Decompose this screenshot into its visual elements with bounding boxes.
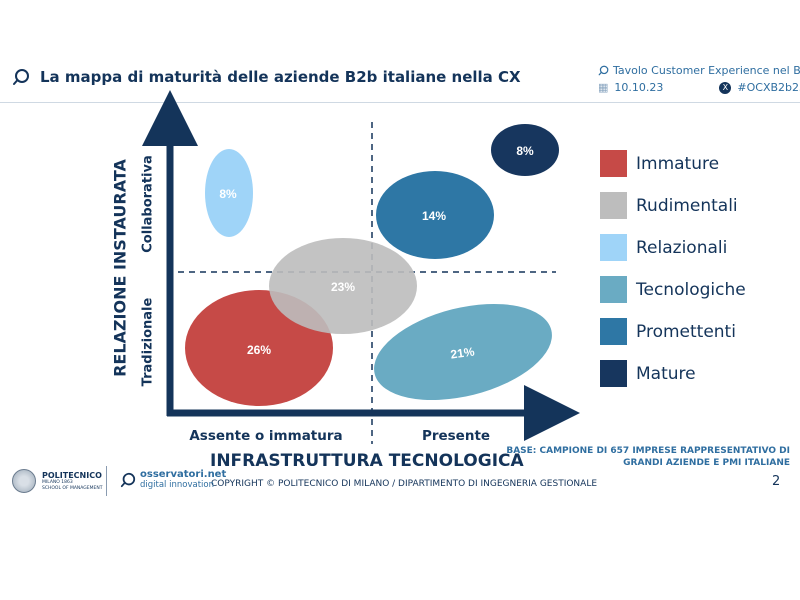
legend-label: Tecnologiche [636, 279, 746, 300]
speech-bubble-icon [13, 69, 29, 85]
cluster-mature [491, 124, 559, 176]
x-category-assente: Assente o immatura [189, 428, 343, 444]
politecnico-sub2: SCHOOL OF MANAGEMENT [42, 485, 103, 491]
event-name: Tavolo Customer Experience nel B2b [613, 64, 800, 77]
cluster-label-mature: 8% [516, 144, 534, 158]
politecnico-name: POLITECNICO [42, 470, 102, 480]
sample-note: BASE: CAMPIONE DI 657 IMPRESE RAPPRESENT… [506, 446, 790, 468]
politecnico-sub1: MILANO 1863 [42, 479, 73, 485]
x-logo-icon: X [719, 81, 732, 94]
legend-swatch [600, 234, 627, 261]
cluster-promettenti [376, 171, 494, 259]
cluster-label-promettenti: 14% [422, 209, 446, 223]
legend-label: Mature [636, 363, 696, 384]
legend: Immature Rudimentali Relazionali Tecnolo… [600, 150, 746, 402]
cluster-relazionali [205, 149, 253, 237]
cluster-label-rudimentali: 23% [331, 280, 355, 294]
cluster-rudimentali [269, 238, 417, 334]
speech-bubble-icon [120, 472, 136, 488]
legend-item-relazionali: Relazionali [600, 234, 746, 261]
legend-swatch [600, 276, 627, 303]
cluster-label-relazionali: 8% [219, 187, 237, 201]
x-axis-title: INFRASTRUTTURA TECNOLOGICA [210, 451, 524, 471]
legend-swatch [600, 318, 627, 345]
legend-label: Immature [636, 153, 720, 174]
y-axis-title: RELAZIONE INSTAURATA [110, 159, 130, 377]
politecnico-logo: POLITECNICO MILANO 1863 SCHOOL OF MANAGE… [12, 469, 102, 493]
legend-swatch [600, 192, 627, 219]
politecnico-seal-icon [12, 469, 36, 493]
legend-item-rudimentali: Rudimentali [600, 192, 746, 219]
event-hashtag: #OCXB2b23 [737, 81, 800, 94]
legend-item-tecnologiche: Tecnologiche [600, 276, 746, 303]
calendar-icon: ▦ [598, 81, 609, 94]
cluster-tecnologiche [374, 303, 552, 401]
y-category-collaborativa: Collaborativa [140, 155, 156, 253]
page-header: La mappa di maturità delle aziende B2b i… [12, 68, 521, 86]
osservatori-logo: osservatori.net digital innovation [120, 470, 226, 490]
legend-item-promettenti: Promettenti [600, 318, 746, 345]
copyright: COPYRIGHT © POLITECNICO DI MILANO / DIPA… [211, 479, 598, 489]
legend-label: Promettenti [636, 321, 736, 342]
osservatori-line2: digital innovation [140, 480, 214, 490]
speech-bubble-icon [598, 65, 609, 76]
legend-label: Relazionali [636, 237, 728, 258]
cluster-label-immature: 26% [247, 343, 271, 357]
header-divider [0, 102, 800, 103]
legend-swatch [600, 150, 627, 177]
legend-item-immature: Immature [600, 150, 746, 177]
logo-divider [106, 466, 107, 496]
legend-item-mature: Mature [600, 360, 746, 387]
y-category-tradizionale: Tradizionale [140, 297, 156, 387]
legend-label: Rudimentali [636, 195, 738, 216]
page-title: La mappa di maturità delle aziende B2b i… [40, 68, 521, 86]
osservatori-line1: osservatori.net [140, 469, 227, 480]
legend-swatch [600, 360, 627, 387]
cluster-label-tecnologiche: 21% [450, 344, 476, 361]
x-category-presente: Presente [421, 428, 491, 444]
event-date: 10.10.23 [614, 81, 664, 94]
event-info: Tavolo Customer Experience nel B2b ▦ 10.… [598, 64, 800, 94]
page-number: 2 [772, 474, 781, 489]
